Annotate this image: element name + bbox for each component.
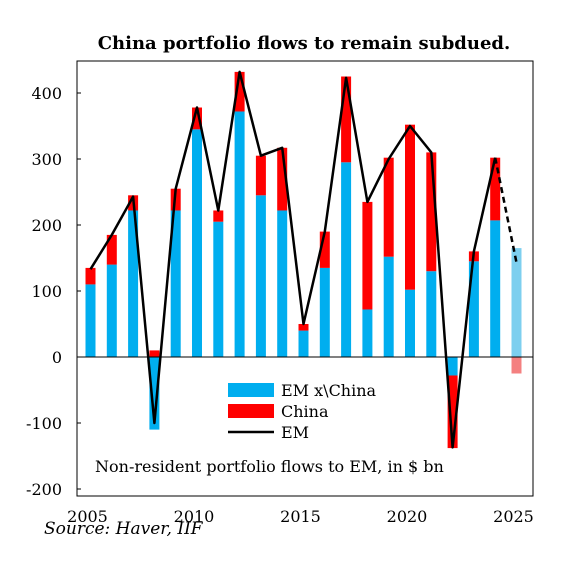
bar-em-ex-china-2006 [106, 264, 117, 357]
bar-em-ex-china-2020 [405, 289, 415, 357]
x-tick-label: 2020 [387, 507, 428, 526]
bar-china-2021 [426, 152, 437, 272]
bar-em-ex-china-2022 [447, 357, 458, 376]
bar-china-2013 [255, 155, 266, 196]
bar-china-2022 [447, 375, 458, 449]
y-tick-label: 0 [52, 348, 62, 367]
y-tick-label: -200 [26, 480, 62, 499]
bar-em-ex-china-2016 [319, 267, 330, 357]
bar-china-2012 [234, 71, 245, 112]
y-tick-label: 100 [31, 282, 62, 301]
bar-em-ex-china-2017 [341, 162, 352, 357]
bar-china-2016 [319, 231, 330, 268]
bar-em-ex-china-2011 [213, 221, 224, 357]
legend-label-china: China [281, 402, 329, 421]
bar-em-ex-china-2009 [170, 210, 181, 357]
x-tick-label: 2015 [280, 507, 321, 526]
bar-em-ex-china-2010 [192, 129, 202, 357]
bar-china-2019 [383, 157, 394, 257]
bar-em-ex-china-2007 [128, 210, 139, 357]
y-tick-label: 400 [31, 84, 62, 103]
bar-em-ex-china-2012 [234, 111, 245, 357]
bar-china-2025 [511, 357, 522, 374]
bar-china-2006 [106, 234, 117, 265]
chart-title: China portfolio flows to remain subdued. [98, 33, 511, 54]
legend-swatch-em-ex-china [228, 383, 274, 397]
x-tick-label: 2005 [67, 507, 108, 526]
bar-em-ex-china-2013 [255, 195, 266, 357]
bar-em-ex-china-2024 [490, 220, 501, 357]
series-line-em [89, 70, 497, 449]
bar-china-2005 [85, 267, 96, 285]
bar-em-ex-china-2025 [511, 248, 522, 357]
bar-china-2020 [405, 124, 415, 290]
plot-frame [76, 60, 534, 497]
bar-china-2015 [298, 324, 309, 331]
bar-china-2011 [213, 210, 224, 222]
y-tick-label: -100 [26, 414, 62, 433]
bar-china-2017 [341, 76, 352, 163]
bar-em-ex-china-2019 [383, 256, 394, 357]
bar-china-2018 [362, 201, 373, 310]
x-tick-label: 2010 [174, 507, 215, 526]
bar-em-ex-china-2018 [362, 309, 373, 357]
legend-label-em: EM [281, 423, 309, 442]
bar-china-2010 [192, 107, 202, 130]
series-line-em-forecast [493, 157, 518, 263]
bar-em-ex-china-2005 [85, 284, 96, 357]
bar-em-ex-china-2014 [277, 210, 288, 357]
bar-em-ex-china-2023 [468, 261, 479, 357]
chart-note: Non-resident portfolio flows to EM, in $… [95, 457, 444, 476]
chart-source: Source: Haver, IIF [44, 519, 204, 539]
x-tick-label: 2025 [493, 507, 534, 526]
legend-label-em-ex-china: EM x\China [281, 381, 377, 400]
bar-em-ex-china-2021 [426, 271, 437, 357]
y-tick-label: 300 [31, 150, 62, 169]
bar-china-2014 [277, 147, 288, 211]
legend-swatch-china [228, 404, 274, 418]
y-tick-label: 200 [31, 216, 62, 235]
bar-china-2008 [149, 350, 160, 357]
bar-em-ex-china-2015 [298, 330, 309, 357]
bar-em-ex-china-2008 [149, 357, 160, 430]
bar-china-2024 [490, 157, 501, 221]
